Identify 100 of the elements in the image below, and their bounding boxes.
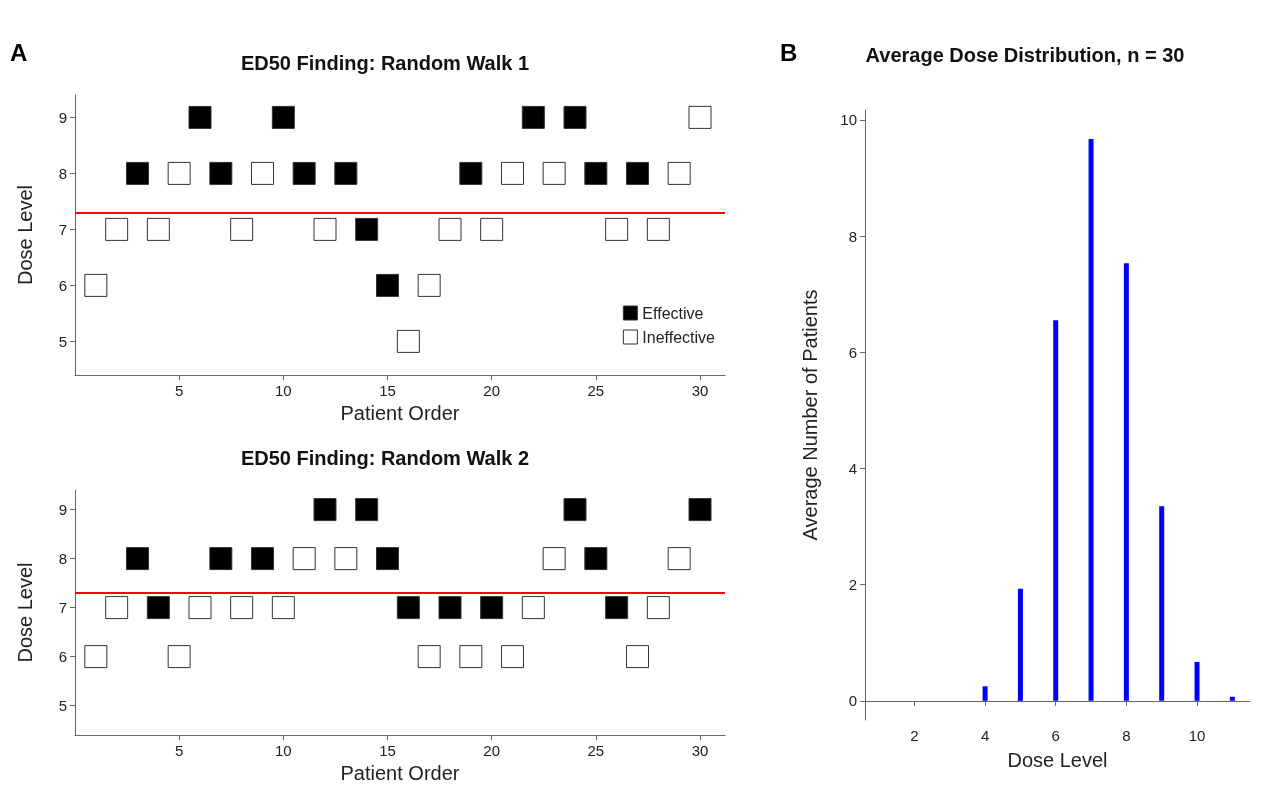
x-tick-label: 20 [483, 382, 501, 399]
point [292, 547, 316, 571]
y-tick-label: 7 [58, 599, 67, 617]
y-tick-label: 4 [848, 459, 857, 477]
y-tick-label: 6 [848, 343, 857, 361]
x-tick-label: 5 [174, 742, 184, 759]
bar [1123, 263, 1129, 701]
bar [1017, 588, 1023, 701]
x-tick-label: 10 [274, 742, 292, 759]
point [688, 498, 712, 522]
point [105, 596, 129, 620]
point [438, 217, 462, 241]
legend-label: Effective [642, 304, 704, 322]
x-tick-label: 5 [174, 382, 184, 399]
x-tick-label: 20 [483, 742, 501, 759]
y-tick-label: 5 [58, 332, 67, 350]
bar [1088, 139, 1094, 701]
y-axis-title: Average Number of Patients [799, 289, 821, 541]
point [542, 547, 566, 571]
point [146, 596, 170, 620]
point [521, 596, 545, 620]
point [542, 161, 566, 185]
point [126, 547, 149, 571]
point [84, 273, 108, 297]
text: B [780, 38, 798, 66]
point [376, 547, 399, 571]
chart-title: ED50 Finding: Random Walk 2 [240, 447, 530, 469]
point [84, 645, 108, 669]
x-tick-label: 25 [587, 742, 605, 759]
point [126, 161, 149, 185]
x-tick-label: 2 [910, 727, 919, 744]
point [646, 217, 670, 241]
y-tick-label: 5 [58, 697, 67, 715]
point [480, 217, 504, 241]
x-tick-label: 10 [274, 382, 292, 399]
point [292, 161, 316, 185]
point [271, 105, 295, 129]
point [376, 273, 399, 297]
y-tick-label: 6 [58, 648, 67, 666]
point [230, 596, 254, 620]
point [480, 596, 504, 620]
x-tick-label: 8 [1122, 727, 1131, 744]
y-tick-label: 8 [848, 227, 857, 245]
point [396, 329, 420, 353]
y-tick-label: 6 [58, 276, 67, 294]
x-tick-label: 30 [691, 742, 709, 759]
point [188, 596, 212, 620]
point [563, 498, 587, 522]
point [334, 161, 358, 185]
point [355, 498, 379, 522]
y-tick-label: 9 [58, 501, 67, 519]
point [417, 273, 441, 297]
y-axis-title: Dose Level [14, 562, 36, 663]
bar [1053, 320, 1059, 701]
point [417, 645, 441, 669]
bar [1229, 696, 1235, 701]
y-tick-label: 9 [58, 108, 67, 126]
y-tick-label: 8 [58, 550, 67, 568]
point [146, 217, 170, 241]
point [396, 596, 420, 620]
point [188, 105, 212, 129]
bar [982, 686, 988, 701]
point [251, 547, 274, 571]
point [626, 645, 649, 669]
point [271, 596, 295, 620]
x-axis-title: Patient Order [340, 401, 460, 424]
point [584, 161, 608, 185]
bar [1194, 661, 1200, 701]
point [584, 547, 608, 571]
point [521, 105, 545, 129]
point [251, 161, 274, 185]
point [313, 217, 337, 241]
bar [1159, 506, 1165, 701]
point [688, 105, 712, 129]
point [105, 217, 129, 241]
point [355, 217, 379, 241]
point [646, 596, 670, 620]
point [667, 161, 691, 185]
point [438, 596, 462, 620]
point [501, 645, 524, 669]
y-tick-label: 2 [848, 576, 857, 594]
point [605, 596, 629, 620]
point [605, 217, 629, 241]
y-tick-label: 7 [58, 220, 67, 238]
y-tick-label: 8 [58, 164, 67, 182]
point [334, 547, 358, 571]
x-tick-label: 15 [379, 382, 396, 399]
x-axis-title: Patient Order [340, 761, 460, 784]
point [626, 161, 649, 185]
x-tick-label: 4 [980, 727, 990, 744]
point [230, 217, 254, 241]
chart-title: Average Dose Distribution, n = 30 [865, 44, 1185, 66]
text: A [10, 38, 28, 66]
x-tick-label: 6 [1051, 727, 1060, 744]
point [209, 161, 233, 185]
x-tick-label: 25 [587, 382, 605, 399]
y-axis-title: Dose Level [14, 184, 36, 286]
point [667, 547, 691, 571]
x-tick-label: 30 [691, 382, 709, 399]
x-tick-label: 15 [379, 742, 396, 759]
